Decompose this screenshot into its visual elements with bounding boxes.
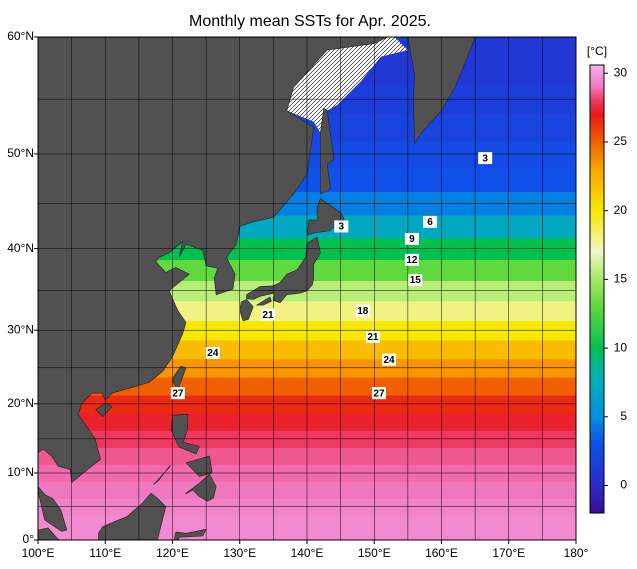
contour-label: 27 xyxy=(172,388,184,399)
y-tick-label: 60°N xyxy=(7,29,34,43)
contour-label: 24 xyxy=(383,355,395,366)
colorbar-tick-label: 10 xyxy=(614,340,628,354)
x-tick-label: 170°E xyxy=(492,546,525,560)
x-tick-label: 130°E xyxy=(223,546,256,560)
contour-label: 15 xyxy=(410,275,422,286)
land xyxy=(173,528,207,540)
colorbar-tick-label: 30 xyxy=(614,65,628,79)
contour-label-box xyxy=(170,387,185,400)
colorbar-tick-label: 15 xyxy=(614,272,628,286)
contour-label: 3 xyxy=(482,153,488,164)
contour-label: 6 xyxy=(427,217,433,228)
x-tick-label: 120°E xyxy=(156,546,189,560)
contour-label: 12 xyxy=(406,255,418,266)
contour-label-box xyxy=(365,331,380,344)
colorbar-tick-label: 25 xyxy=(614,134,628,148)
x-tick-label: 180° xyxy=(564,546,589,560)
contour-label-box xyxy=(404,232,419,245)
x-tick-label: 160°E xyxy=(425,546,458,560)
contour-label: 3 xyxy=(339,222,345,233)
colorbar xyxy=(589,64,605,514)
contour-label: 24 xyxy=(207,348,219,359)
contour-label-box xyxy=(334,220,349,233)
land xyxy=(38,527,60,540)
y-tick-label: 40°N xyxy=(7,241,34,255)
contour-label-box xyxy=(408,273,423,286)
contour-label-box xyxy=(423,215,438,228)
map-title: Monthly mean SSTs for Apr. 2025. xyxy=(189,13,431,30)
contour-label: 18 xyxy=(357,306,369,317)
x-tick-label: 110°E xyxy=(89,546,121,560)
colorbar-unit: [°C] xyxy=(587,44,607,58)
y-tick-label: 20°N xyxy=(7,396,34,410)
land xyxy=(95,402,113,418)
y-tick-label: 0° xyxy=(23,532,35,546)
land xyxy=(320,107,335,195)
land xyxy=(246,236,321,304)
land xyxy=(185,473,217,502)
overlay: 3 3 6 9 12 15 18 21 21 24 24 27 27 100°E 110°E 120°E 130… xyxy=(7,29,627,560)
colorbar-tick-label: 20 xyxy=(614,203,628,217)
x-tick-label: 140°E xyxy=(291,546,324,560)
contour-label: 21 xyxy=(367,332,379,343)
land xyxy=(98,492,167,540)
land xyxy=(38,486,68,532)
land xyxy=(170,414,200,455)
contour-label-box xyxy=(371,387,386,400)
contour-label-box xyxy=(404,253,419,266)
contour-label-box xyxy=(382,353,397,366)
y-tick-label: 30°N xyxy=(7,322,34,336)
land xyxy=(255,296,272,306)
y-tick-label: 10°N xyxy=(7,465,34,479)
contour-label-box xyxy=(260,308,275,321)
map-frame xyxy=(37,36,577,541)
contour-label: 9 xyxy=(409,234,415,245)
contour-label: 21 xyxy=(262,310,274,321)
contour-label-box xyxy=(355,304,370,317)
colorbar-tick-label: 5 xyxy=(620,409,627,423)
y-tick-label: 50°N xyxy=(7,146,34,160)
contour-label-box xyxy=(478,152,493,165)
contour-label: 27 xyxy=(373,388,385,399)
x-tick-label: 100°E xyxy=(22,546,55,560)
contour-label-box xyxy=(205,346,220,359)
plot-area xyxy=(38,37,576,540)
colorbar-tick-label: 0 xyxy=(620,478,627,492)
x-tick-label: 150°E xyxy=(358,546,391,560)
land xyxy=(185,455,213,477)
